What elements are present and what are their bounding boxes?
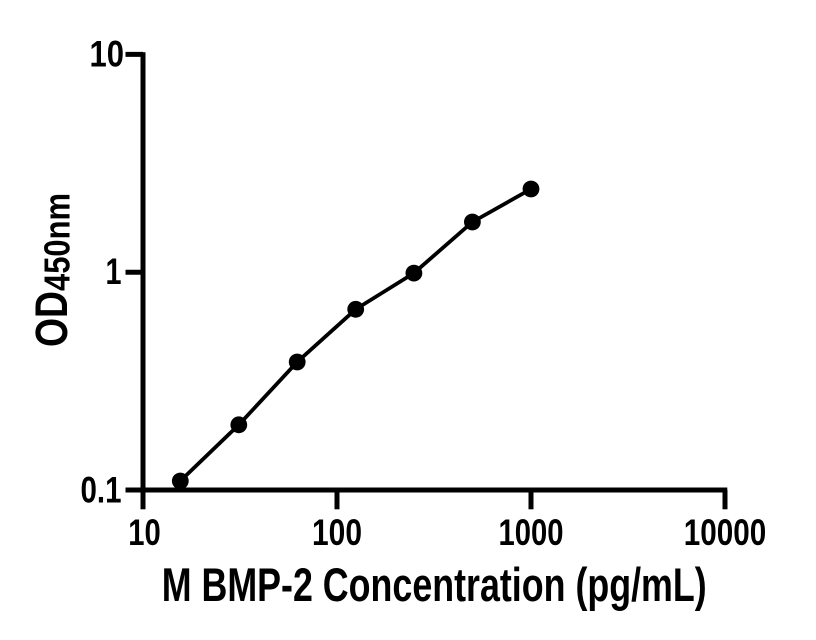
svg-text:1: 1 xyxy=(106,251,122,292)
svg-text:10: 10 xyxy=(90,33,125,74)
svg-text:1000: 1000 xyxy=(499,512,564,553)
svg-text:OD450nm: OD450nm xyxy=(26,193,78,347)
svg-text:10000: 10000 xyxy=(684,512,767,553)
svg-text:M BMP-2 Concentration (pg/mL): M BMP-2 Concentration (pg/mL) xyxy=(162,558,707,611)
svg-text:10: 10 xyxy=(128,512,161,553)
svg-text:0.1: 0.1 xyxy=(81,470,122,511)
svg-text:100: 100 xyxy=(312,512,362,553)
